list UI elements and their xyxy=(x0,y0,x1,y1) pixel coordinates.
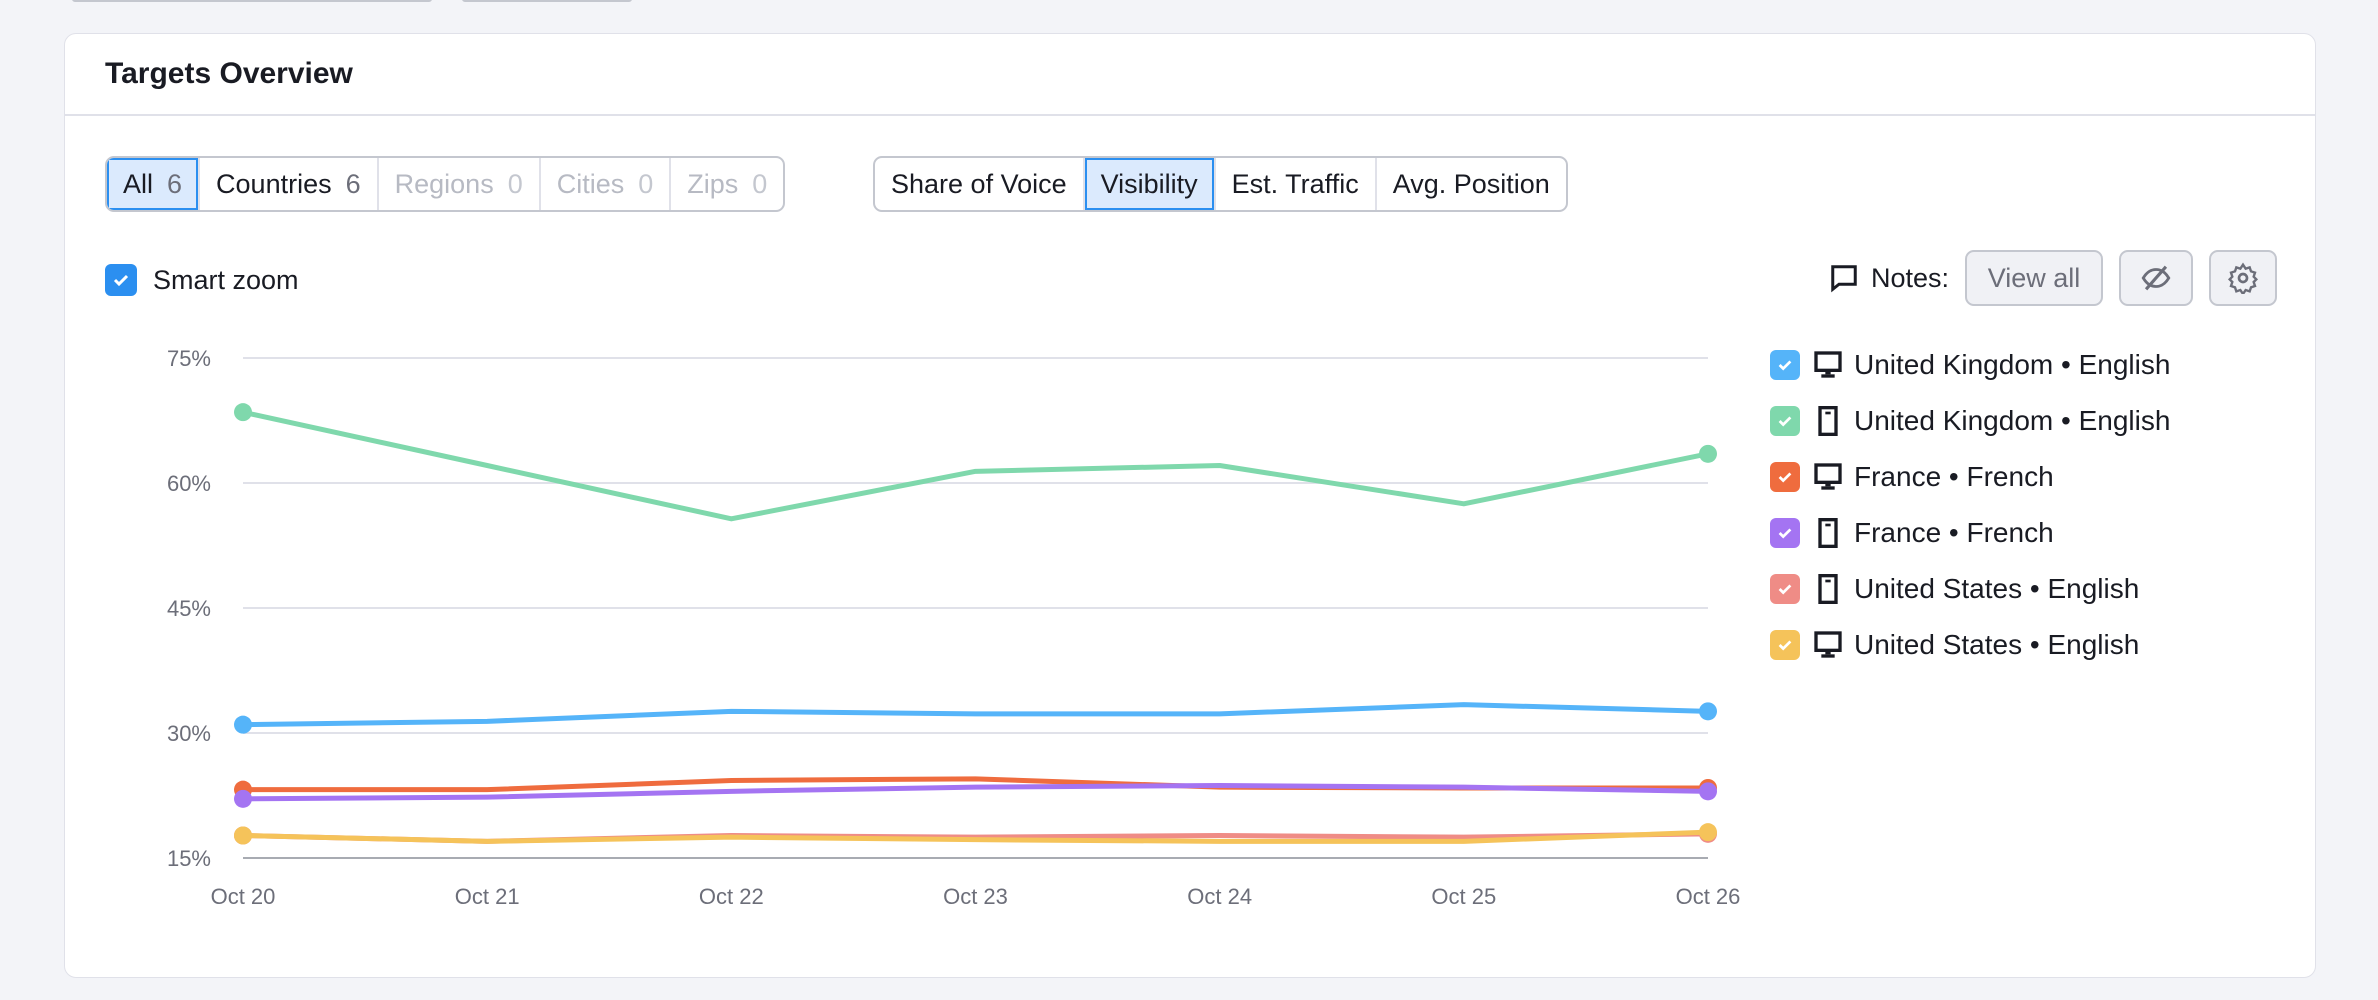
legend-label: France • French xyxy=(1854,461,2054,492)
tab-avg-position[interactable]: Avg. Position xyxy=(1377,158,1566,210)
y-tick-label: 60% xyxy=(167,471,211,496)
series-line xyxy=(242,783,1709,802)
legend-label: United States • English xyxy=(1854,573,2140,604)
legend-item[interactable]: United Kingdom • English xyxy=(1770,393,2170,449)
series-end-point[interactable] xyxy=(234,715,252,734)
legend-label: United Kingdom • English xyxy=(1854,405,2171,436)
legend-item[interactable]: United States • English xyxy=(1770,561,2170,617)
filter-countries[interactable]: Countries 6 xyxy=(200,158,379,210)
card-title: Targets Overview xyxy=(105,57,353,90)
tab-label: All xyxy=(123,168,154,199)
x-tick-label: Oct 22 xyxy=(699,884,764,909)
chart-settings-button[interactable] xyxy=(2209,250,2277,306)
legend-label: France • French xyxy=(1854,517,2054,548)
tab-label: Visibility xyxy=(1100,168,1198,199)
tab-label: Regions xyxy=(394,168,494,199)
legend-item[interactable]: France • French xyxy=(1770,449,2170,505)
tab-est-traffic[interactable]: Est. Traffic xyxy=(1216,158,1377,210)
legend-item[interactable]: France • French xyxy=(1770,505,2170,561)
series-end-point[interactable] xyxy=(1699,823,1717,842)
y-tick-label: 15% xyxy=(167,846,211,871)
location-filter-group: All 6 Countries 6 Regions 0 Cities 0 Zips 0 xyxy=(105,156,786,212)
divider xyxy=(65,114,2315,116)
notes-toolbar: Notes: View all xyxy=(1829,250,2277,306)
legend-label: United Kingdom • English xyxy=(1854,349,2171,380)
x-tick-label: Oct 24 xyxy=(1187,884,1252,909)
y-tick-label: 30% xyxy=(167,721,211,746)
checkbox-checked-icon[interactable] xyxy=(1770,462,1800,492)
targets-overview-card: Targets Overview All 6 Countries 6 Regions 0 C… xyxy=(64,33,2316,978)
series-end-point[interactable] xyxy=(234,826,252,845)
y-tick-label: 45% xyxy=(167,596,211,621)
x-tick-label: Oct 25 xyxy=(1431,884,1496,909)
checkbox-checked-icon xyxy=(105,264,137,296)
tab-label: Share of Voice xyxy=(891,168,1067,199)
metric-tabs: Share of Voice Visibility Est. Traffic Avg.… xyxy=(873,156,1568,212)
top-control-stub xyxy=(462,0,632,2)
series-line xyxy=(242,829,1709,844)
mobile-icon xyxy=(1818,406,1838,436)
smart-zoom-checkbox[interactable]: Smart zoom xyxy=(105,264,299,296)
desktop-icon xyxy=(1814,351,1842,378)
series-end-point[interactable] xyxy=(1699,782,1717,801)
legend-item[interactable]: United Kingdom • English xyxy=(1770,337,2170,393)
notes-label: Notes: xyxy=(1870,262,1949,293)
view-all-notes-button[interactable]: View all xyxy=(1965,250,2103,306)
legend-label: United States • English xyxy=(1854,629,2140,660)
tab-count: 6 xyxy=(167,168,183,199)
comment-icon xyxy=(1831,265,1857,293)
tab-share-of-voice[interactable]: Share of Voice xyxy=(875,158,1085,210)
filter-cities[interactable]: Cities 0 xyxy=(541,158,672,210)
tab-label: Cities xyxy=(556,168,625,199)
mobile-icon xyxy=(1818,574,1838,604)
checkbox-checked-icon[interactable] xyxy=(1770,406,1800,436)
x-tick-label: Oct 26 xyxy=(1676,884,1741,909)
desktop-icon xyxy=(1814,463,1842,490)
checkbox-checked-icon[interactable] xyxy=(1770,630,1800,660)
tab-count: 6 xyxy=(345,168,361,199)
series-line xyxy=(242,702,1709,728)
series-end-point[interactable] xyxy=(234,403,252,422)
hide-notes-button[interactable] xyxy=(2119,250,2193,306)
filter-zips[interactable]: Zips 0 xyxy=(671,158,783,210)
tab-label: Zips xyxy=(687,168,739,199)
checkbox-checked-icon[interactable] xyxy=(1770,574,1800,604)
top-control-stub xyxy=(72,0,432,2)
series-end-point[interactable] xyxy=(1699,702,1717,721)
x-tick-label: Oct 20 xyxy=(211,884,276,909)
legend-item[interactable]: United States • English xyxy=(1770,617,2170,673)
tab-count: 0 xyxy=(507,168,523,199)
filter-regions[interactable]: Regions 0 xyxy=(379,158,541,210)
series-end-point[interactable] xyxy=(234,789,252,808)
tab-label: Est. Traffic xyxy=(1231,168,1359,199)
desktop-icon xyxy=(1814,631,1842,658)
checkbox-checked-icon[interactable] xyxy=(1770,350,1800,380)
filter-all[interactable]: All 6 xyxy=(107,158,201,210)
tab-count: 0 xyxy=(638,168,654,199)
tab-visibility[interactable]: Visibility xyxy=(1084,158,1216,210)
eye-off-icon xyxy=(2141,265,2171,291)
x-tick-label: Oct 23 xyxy=(943,884,1008,909)
x-tick-label: Oct 21 xyxy=(455,884,520,909)
chart-legend: United Kingdom • English United Kingdom •… xyxy=(1770,337,2170,673)
tab-label: Avg. Position xyxy=(1392,168,1550,199)
gear-icon xyxy=(2227,262,2259,294)
tab-count: 0 xyxy=(752,168,768,199)
y-tick-label: 75% xyxy=(167,346,211,371)
tab-label: Countries xyxy=(216,168,332,199)
smart-zoom-label: Smart zoom xyxy=(153,264,299,295)
checkbox-checked-icon[interactable] xyxy=(1770,518,1800,548)
mobile-icon xyxy=(1818,518,1838,548)
series-end-point[interactable] xyxy=(1699,444,1717,463)
series-line xyxy=(242,409,1709,522)
